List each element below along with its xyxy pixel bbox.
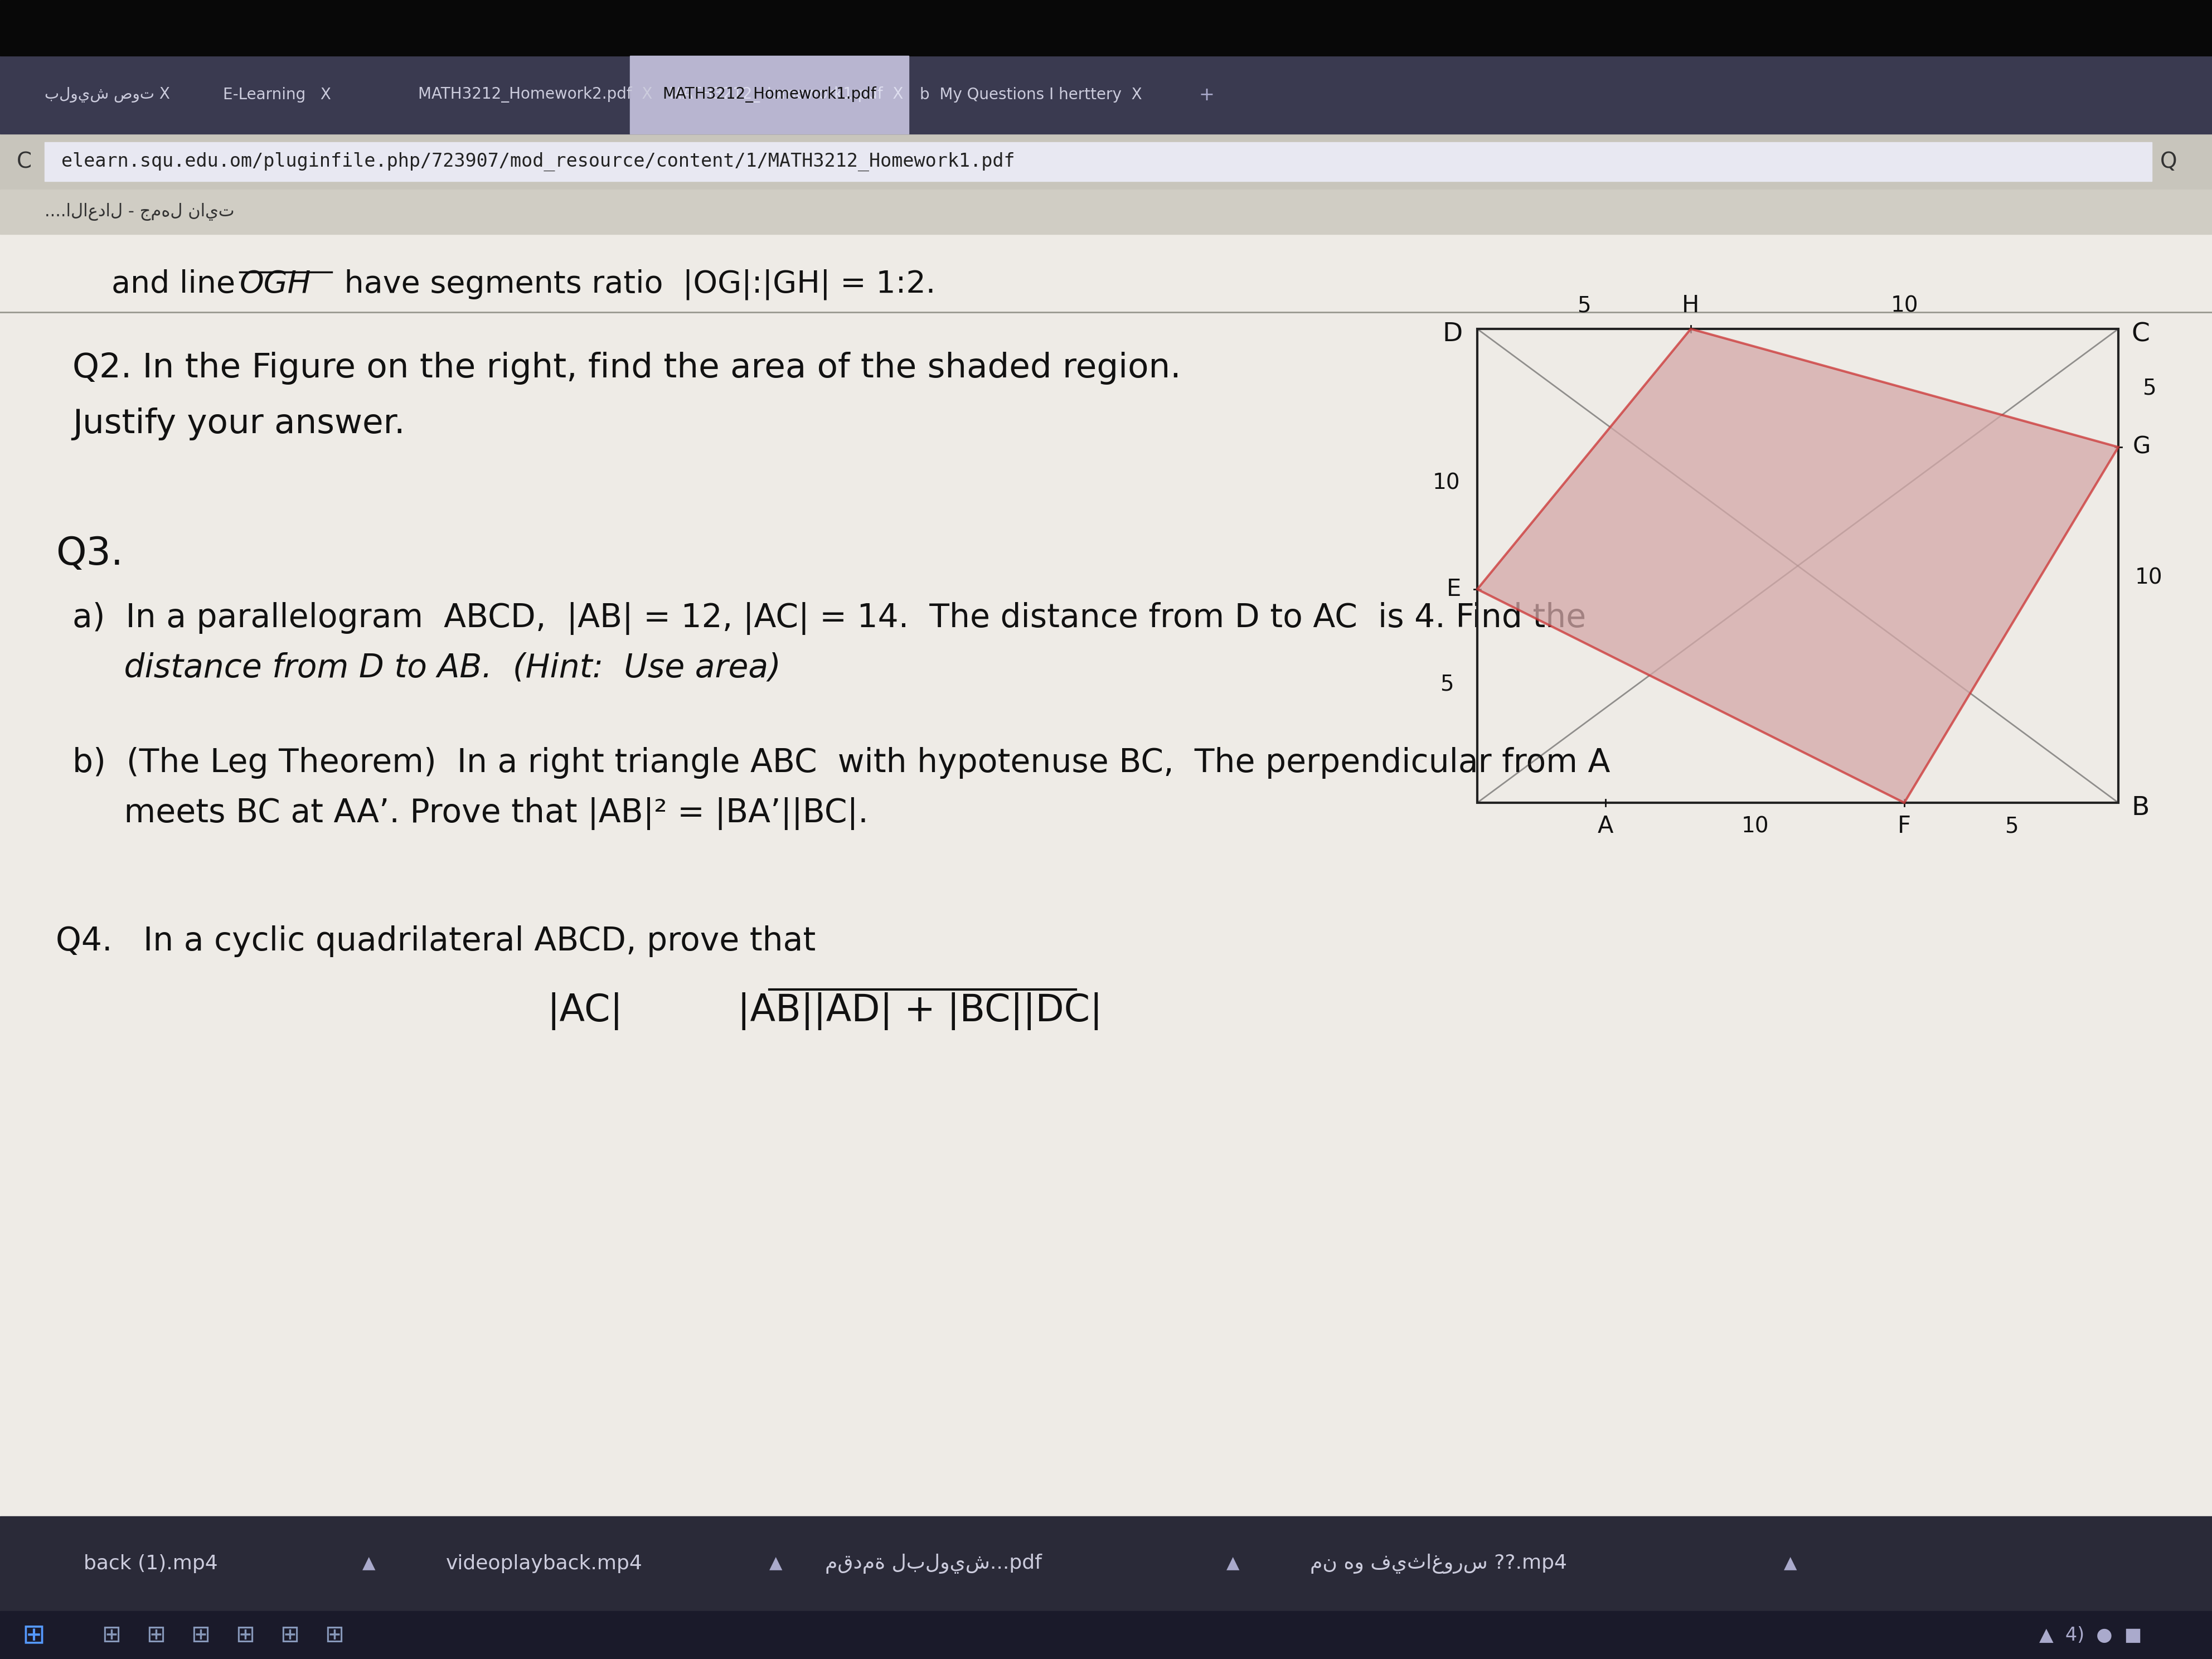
Text: elearn.squ.edu.om/pluginfile.php/723907/mod_resource/content/1/MATH3212_Homework: elearn.squ.edu.om/pluginfile.php/723907/… [62, 153, 1015, 171]
Text: Q2. In the Figure on the right, find the area of the shaded region.: Q2. In the Figure on the right, find the… [73, 352, 1181, 385]
Text: B: B [2132, 796, 2150, 821]
Bar [0, 189, 2212, 234]
Text: مقدمة لبلويش...‏pdf: مقدمة لبلويش...‏pdf [825, 1553, 1042, 1574]
Text: ....الاعدال - جمهل نايت: ....الاعدال - جمهل نايت [44, 202, 234, 221]
Text: F: F [1898, 815, 1911, 838]
Text: H: H [1681, 294, 1699, 317]
Text: A: A [1597, 815, 1613, 838]
Text: Q: Q [2159, 151, 2177, 173]
Text: and line: and line [111, 269, 246, 299]
Text: 5: 5 [2141, 378, 2157, 398]
Text: ▲  4)  ●  ■: ▲ 4) ● ■ [2039, 1626, 2141, 1644]
Bar [0, 56, 2212, 134]
Bar [44, 143, 2152, 181]
Text: +: + [1199, 86, 1214, 105]
Text: ⊞: ⊞ [234, 1623, 254, 1647]
Text: ⊞: ⊞ [146, 1623, 166, 1647]
Text: ▲: ▲ [1225, 1556, 1239, 1571]
Text: ⊞: ⊞ [22, 1621, 44, 1649]
Text: ▲: ▲ [363, 1556, 376, 1571]
Bar [0, 0, 2212, 56]
Text: Q3.: Q3. [55, 536, 124, 572]
Bar [0, 1516, 2212, 1611]
Bar [0, 1611, 2212, 1659]
Text: 5: 5 [1440, 674, 1453, 695]
Text: b  My Questions I herttery  X: b My Questions I herttery X [920, 86, 1141, 103]
Text: have segments ratio  |OG|:|GH| = 1:2.: have segments ratio |OG|:|GH| = 1:2. [334, 269, 936, 300]
Bar [630, 56, 909, 134]
Text: ▲: ▲ [1783, 1556, 1796, 1571]
Text: Justify your answer.: Justify your answer. [73, 406, 405, 440]
Text: E: E [1447, 577, 1462, 601]
Polygon shape [1478, 328, 2119, 803]
Text: 5: 5 [1577, 295, 1590, 317]
Text: OGH: OGH [239, 269, 312, 299]
Text: 5: 5 [2004, 816, 2017, 836]
Text: من هو فيثاغورس ??.mp4: من هو فيثاغورس ??.mp4 [1310, 1553, 1566, 1574]
Text: ⊞: ⊞ [190, 1623, 210, 1647]
Text: 10: 10 [1433, 473, 1460, 493]
Text: ⊞: ⊞ [281, 1623, 299, 1647]
Text: MATH3212_Homework1.pdf: MATH3212_Homework1.pdf [661, 86, 876, 103]
Text: MATH3212_Homework2.pdf  X: MATH3212_Homework2.pdf X [418, 86, 653, 103]
Text: 10: 10 [1891, 295, 1918, 317]
Text: 10: 10 [2135, 567, 2163, 589]
Text: meets BC at AA’. Prove that |AB|² = |BA’||BC|.: meets BC at AA’. Prove that |AB|² = |BA’… [73, 798, 869, 830]
Text: distance from D to AB.  (Hint:  Use area): distance from D to AB. (Hint: Use area) [73, 652, 781, 684]
Text: بلويش صوت X: بلويش صوت X [44, 86, 170, 103]
Text: ⊞: ⊞ [325, 1623, 345, 1647]
Text: ▲: ▲ [770, 1556, 783, 1571]
Text: Q4.   In a cyclic quadrilateral ABCD, prove that: Q4. In a cyclic quadrilateral ABCD, prov… [55, 926, 816, 957]
Bar [0, 234, 2212, 1561]
Text: b)  (The Leg Theorem)  In a right triangle ABC  with hypotenuse BC,  The perpend: b) (The Leg Theorem) In a right triangle… [73, 747, 1610, 778]
Bar [1478, 328, 2119, 803]
Text: G: G [2132, 435, 2150, 460]
Text: 10: 10 [1741, 816, 1770, 836]
Text: C: C [18, 151, 31, 173]
Text: ⊞: ⊞ [102, 1623, 122, 1647]
Bar [0, 134, 2212, 189]
Text: videoplayback.mp4: videoplayback.mp4 [447, 1554, 644, 1573]
Text: a)  In a parallelogram  ABCD,  |AB| = 12, |AC| = 14.  The distance from D to AC : a) In a parallelogram ABCD, |AB| = 12, |… [73, 602, 1586, 635]
Text: D: D [1442, 322, 1462, 347]
Text: back (1).mp4: back (1).mp4 [84, 1554, 217, 1573]
Text: |AB||AD| + |BC||DC|: |AB||AD| + |BC||DC| [737, 992, 1102, 1030]
Text: MATH3212_Homework1.pdf  X: MATH3212_Homework1.pdf X [668, 86, 902, 103]
Text: E-Learning   X: E-Learning X [223, 86, 332, 103]
Text: |AC|: |AC| [546, 992, 624, 1030]
Text: C: C [2132, 322, 2150, 347]
